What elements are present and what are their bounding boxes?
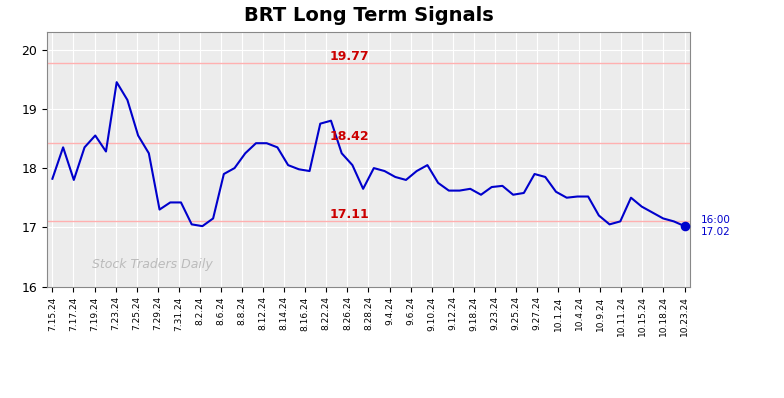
Text: 17.11: 17.11 [329,208,369,221]
Text: 19.77: 19.77 [329,50,369,63]
Text: 16:00
17.02: 16:00 17.02 [701,215,731,237]
Text: 18.42: 18.42 [329,130,369,143]
Title: BRT Long Term Signals: BRT Long Term Signals [244,6,493,25]
Text: Stock Traders Daily: Stock Traders Daily [92,258,212,271]
Point [678,223,691,229]
